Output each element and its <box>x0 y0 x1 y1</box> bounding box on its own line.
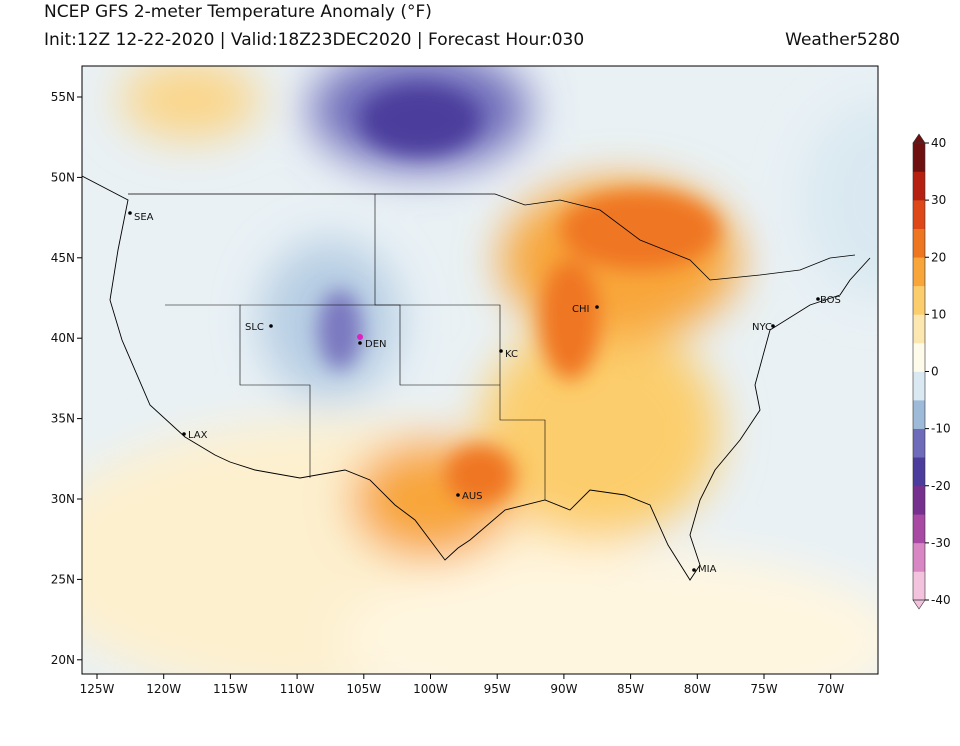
city-label: DEN <box>365 339 387 350</box>
lon-label: 70W <box>817 682 844 696</box>
lon-label: 100W <box>413 682 448 696</box>
colorbar-segment <box>913 285 925 315</box>
colorbar-label: -10 <box>931 422 951 436</box>
lon-label: 95W <box>484 682 511 696</box>
colorbar-segment <box>913 457 925 487</box>
axes: 125W 120W 115W 110W 105W 100W 95W 90W 85W 80W 75W 7… <box>51 90 845 696</box>
colorbar-segment <box>913 342 925 372</box>
city-label: KC <box>505 349 518 360</box>
colorbar-segment <box>913 228 925 258</box>
colorbar-label: 10 <box>931 307 946 321</box>
lat-label: 25N <box>51 572 75 586</box>
colorbar-label: 20 <box>931 250 946 264</box>
lon-label: 85W <box>617 682 644 696</box>
colorbar-label: 30 <box>931 193 946 207</box>
colorbar-segment <box>913 314 925 344</box>
city-markers: SEA SLC DEN LAX KC CHI NYC BOS AUS MIA <box>128 211 841 575</box>
lat-label: 40N <box>51 331 75 345</box>
colorbar-label: 0 <box>931 365 939 379</box>
colorbar-segment <box>913 171 925 201</box>
lon-label: 90W <box>550 682 577 696</box>
lon-label: 80W <box>684 682 711 696</box>
colorbar-label: -30 <box>931 536 951 550</box>
colorbar-label: -20 <box>931 479 951 493</box>
lat-label: 50N <box>51 170 75 184</box>
colorbar-label: 40 <box>931 136 946 150</box>
lon-label: 125W <box>80 682 115 696</box>
colorbar-min-arrow <box>912 599 926 610</box>
anomaly-field <box>82 66 878 674</box>
city-label: SEA <box>134 212 154 223</box>
city-label: NYC <box>752 322 772 333</box>
lon-label: 115W <box>213 682 248 696</box>
lat-label: 35N <box>51 412 75 426</box>
colorbar-segment <box>913 571 925 601</box>
lon-label: 75W <box>750 682 777 696</box>
lat-label: 45N <box>51 251 75 265</box>
lon-label: 105W <box>346 682 381 696</box>
city-label: BOS <box>820 295 841 306</box>
colorbar-label: -40 <box>931 593 951 607</box>
colorbar-segment <box>913 542 925 572</box>
city-label: MIA <box>698 564 717 575</box>
credit: Weather5280 <box>785 30 900 50</box>
map-frame <box>81 65 879 675</box>
lat-label: 30N <box>51 492 75 506</box>
colorbar-segment <box>913 428 925 458</box>
subtitle: Init:12Z 12-22-2020 | Valid:18Z23DEC2020… <box>44 30 584 50</box>
colorbar-segment <box>913 400 925 429</box>
colorbar: 40 30 20 10 0 -10 -20 -30 -40 <box>912 133 951 610</box>
colorbar-segment <box>913 200 925 229</box>
colorbar-segment <box>913 514 925 544</box>
lat-label: 20N <box>51 653 75 667</box>
colorbar-segment <box>913 371 925 401</box>
colorbar-segment <box>913 257 925 287</box>
colorbar-segment <box>913 143 925 172</box>
city-label: AUS <box>462 491 483 502</box>
city-label: LAX <box>188 430 208 441</box>
colorbar-segment <box>913 485 925 515</box>
colorbar-max-arrow <box>912 133 926 144</box>
city-label: CHI <box>572 304 589 315</box>
lon-label: 110W <box>280 682 315 696</box>
city-label: SLC <box>245 322 264 333</box>
title: NCEP GFS 2-meter Temperature Anomaly (°F… <box>44 2 432 22</box>
lon-label: 120W <box>146 682 181 696</box>
lat-label: 55N <box>51 90 75 104</box>
